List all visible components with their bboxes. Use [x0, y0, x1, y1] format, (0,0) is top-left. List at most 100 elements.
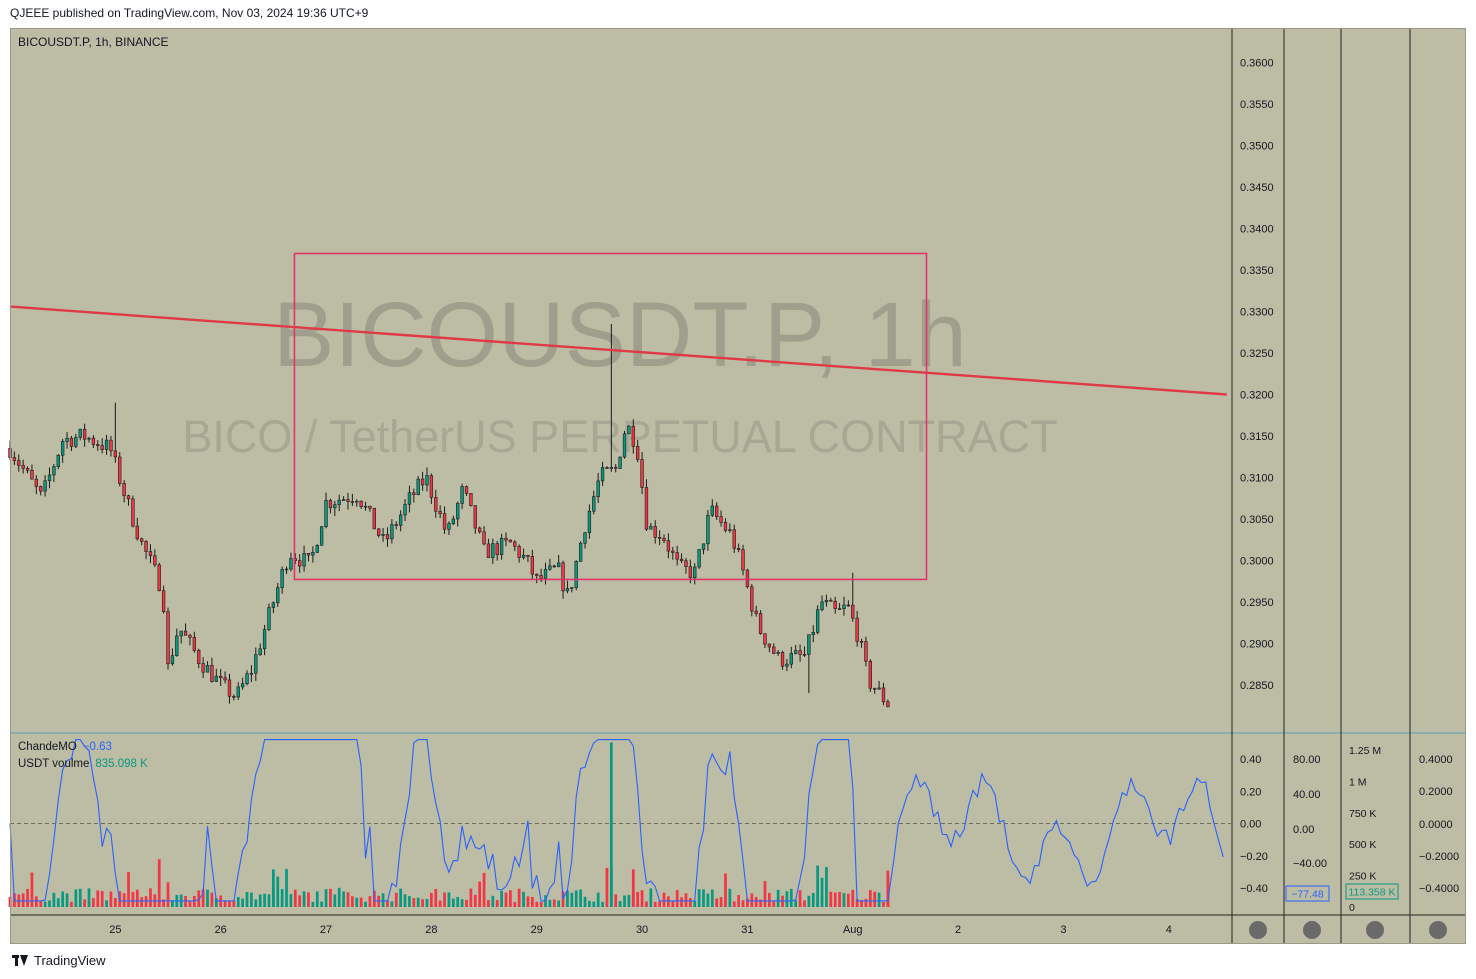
- candle: [319, 526, 324, 546]
- candle: [460, 483, 464, 510]
- time-tick-label: 4: [1166, 924, 1172, 936]
- candle: [227, 673, 232, 704]
- candle: [17, 454, 21, 472]
- scale-settings-icon[interactable]: [1429, 921, 1447, 939]
- candle: [78, 428, 82, 441]
- footer-brand: TradingView: [34, 953, 106, 968]
- candle: [148, 544, 153, 564]
- candle-body: [337, 499, 341, 505]
- candle-body: [43, 480, 47, 492]
- candle: [166, 607, 170, 670]
- time-tick-label: 30: [636, 924, 648, 936]
- volume-bar: [368, 896, 372, 907]
- candle: [284, 566, 289, 574]
- candle-body: [473, 505, 477, 529]
- candle-body: [715, 505, 719, 518]
- volume-bar: [847, 893, 850, 907]
- candle-body: [311, 552, 315, 556]
- volume-bar: [829, 891, 833, 907]
- candle-body: [201, 663, 205, 673]
- volume-bar: [636, 891, 640, 907]
- candle: [710, 499, 714, 518]
- candle: [600, 461, 605, 486]
- volume-bar: [390, 901, 394, 907]
- volume-bar: [416, 897, 420, 907]
- candle: [126, 494, 131, 506]
- candle-body: [280, 569, 284, 588]
- scale-settings-icon[interactable]: [1366, 921, 1384, 939]
- volume-bar: [566, 890, 569, 907]
- volume-bar: [645, 901, 648, 907]
- candle-body: [706, 514, 710, 545]
- volume-bar: [250, 892, 253, 907]
- volume-bar: [184, 895, 187, 907]
- candle: [74, 433, 78, 449]
- volume-bar: [315, 891, 319, 907]
- volume-tick-label: 0: [1349, 902, 1355, 914]
- candle: [442, 506, 447, 534]
- candle: [398, 510, 403, 532]
- volume-bar: [109, 891, 113, 907]
- volume-bar: [447, 892, 451, 907]
- volume-bar: [127, 872, 130, 907]
- candle: [131, 495, 135, 528]
- candle-body: [666, 540, 671, 552]
- volume-bar: [298, 895, 302, 907]
- volume-spike: [609, 742, 613, 907]
- volume-bar: [509, 890, 512, 907]
- volume-bar: [56, 898, 60, 907]
- candle: [346, 492, 350, 510]
- candle: [456, 501, 460, 527]
- candle: [69, 435, 74, 452]
- candle-body: [425, 475, 429, 486]
- candle: [333, 500, 337, 517]
- candle-body: [552, 565, 556, 568]
- scale-settings-icon[interactable]: [1303, 921, 1321, 939]
- candle: [745, 568, 750, 589]
- volume-bar: [596, 892, 600, 907]
- volume-bar: [307, 892, 310, 907]
- candle-body: [258, 648, 262, 656]
- candle: [412, 488, 416, 503]
- candle: [416, 476, 420, 496]
- candle: [886, 699, 890, 708]
- volume-bar: [263, 893, 266, 907]
- candle-body: [100, 445, 104, 450]
- candle: [675, 545, 679, 566]
- candle-body: [350, 501, 355, 503]
- volume-bar: [78, 888, 82, 907]
- volume-bar: [684, 893, 688, 907]
- volume-bar: [851, 889, 855, 907]
- candle: [811, 625, 815, 643]
- candle: [535, 573, 539, 584]
- candle: [548, 558, 552, 571]
- candle: [679, 553, 684, 564]
- candle: [52, 463, 56, 482]
- candle-body: [197, 650, 201, 664]
- volume-bar: [355, 897, 359, 907]
- scale4-tick-label: 0.4000: [1419, 754, 1453, 766]
- volume-bar: [381, 893, 385, 907]
- candle-body: [17, 460, 21, 466]
- volume-bar: [653, 901, 657, 907]
- volume-bar: [92, 898, 95, 907]
- candle-body: [21, 465, 25, 469]
- volume-bar: [337, 887, 341, 907]
- candle: [486, 538, 491, 558]
- candle-body: [126, 495, 131, 500]
- candle-body: [829, 599, 833, 602]
- candle: [701, 543, 706, 555]
- candle: [736, 543, 741, 553]
- time-tick-label: 29: [531, 924, 543, 936]
- price-tick-label: 0.3550: [1240, 99, 1274, 111]
- candle-body: [758, 613, 763, 634]
- volume-bar: [333, 894, 337, 907]
- candle: [574, 560, 578, 591]
- price-tick-label: 0.3050: [1240, 514, 1274, 526]
- candle-body: [578, 542, 583, 562]
- candle: [254, 647, 258, 681]
- candle: [807, 634, 811, 694]
- candle-body: [846, 604, 851, 607]
- scale-settings-icon[interactable]: [1249, 921, 1267, 939]
